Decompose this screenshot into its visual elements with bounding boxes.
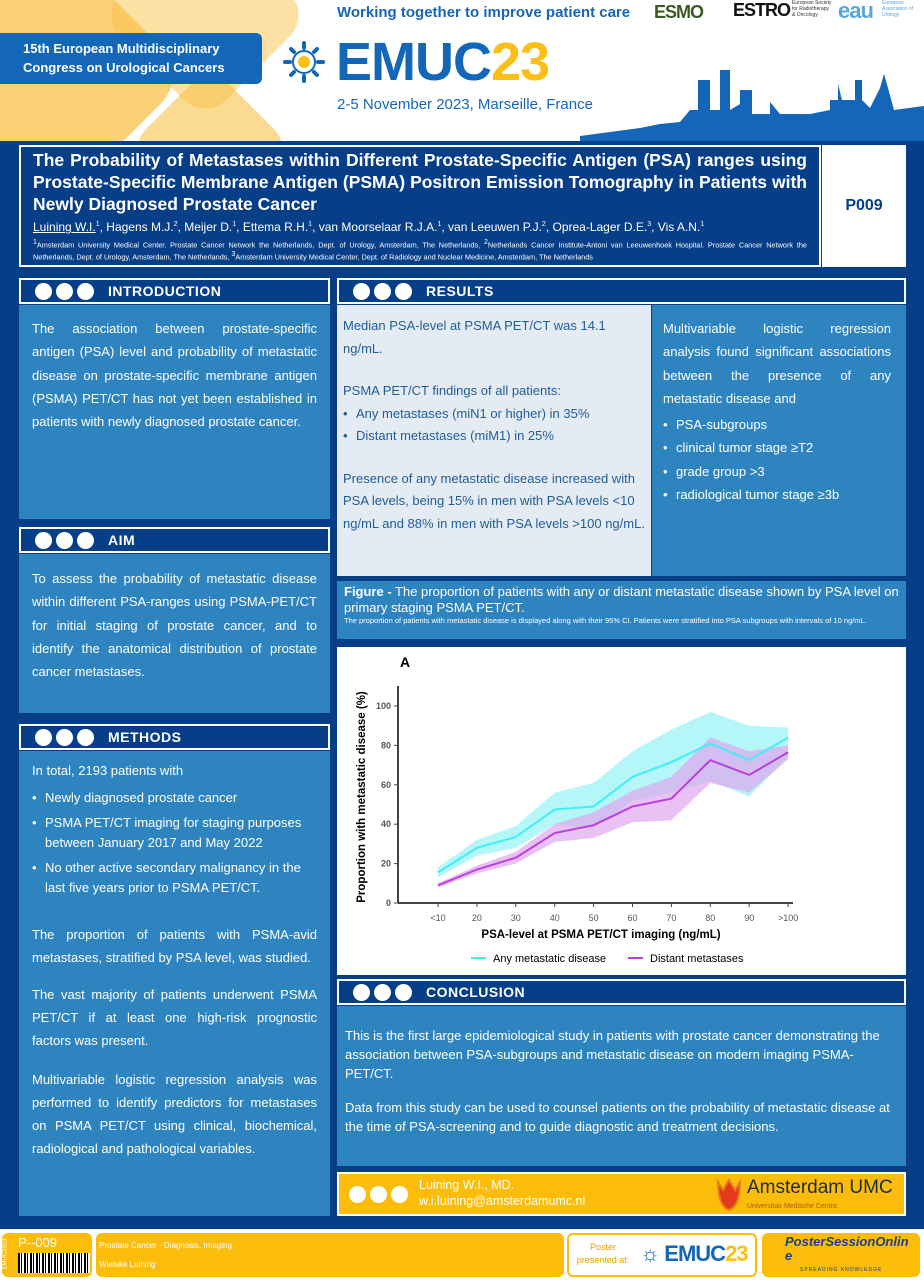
author: Meijer D.1	[184, 220, 237, 234]
congress-name: 15th European Multidisciplinary Congress…	[0, 33, 262, 84]
presenter: Wietske Luining	[99, 1260, 156, 1269]
poster-title: The Probability of Metastases within Dif…	[33, 150, 807, 214]
eau-logo: eau	[838, 0, 874, 23]
contact-bar: Luining W.I., MD. w.i.luining@amsterdamu…	[337, 1172, 906, 1216]
contact-email[interactable]: w.i.luining@amsterdamumc.nl	[419, 1194, 586, 1208]
x-tick-label: 50	[589, 913, 599, 923]
dots-icon	[35, 531, 94, 549]
list-item: PSMA PET/CT imaging for staging purposes…	[32, 813, 317, 852]
dots-icon	[353, 282, 412, 300]
y-axis-label: Proportion with metastatic disease (%)	[356, 691, 368, 903]
y-tick-label: 0	[386, 898, 391, 908]
author: van Leeuwen P.J.2	[448, 220, 546, 234]
x-axis-label: PSA-level at PSMA PET/CT imaging (ng/mL)	[481, 929, 720, 941]
author: Hagens M.J.2	[106, 220, 178, 234]
x-tick-label: 20	[472, 913, 482, 923]
list-item: radiological tumor stage ≥3b	[663, 483, 891, 507]
affiliations: 1Amsterdam University Medical Center. Pr…	[33, 239, 807, 262]
conclusion-panel: This is the first large epidemiological …	[337, 1006, 906, 1166]
list-item: grade group >3	[663, 460, 891, 484]
ci-band	[438, 737, 789, 888]
y-tick-label: 100	[376, 701, 391, 711]
contact-name: Luining W.I., MD.	[419, 1178, 515, 1192]
figure-caption: Figure - The proportion of patients with…	[337, 581, 906, 639]
series-line	[437, 751, 789, 887]
x-tick-label: 90	[744, 913, 754, 923]
topic: Prostate Cancer - Diagnosis, Imaging	[99, 1241, 232, 1250]
institution-name: Amsterdam UMC	[747, 1177, 893, 1198]
aim-header: AIM	[19, 527, 330, 553]
poster-header: 15th European Multidisciplinary Congress…	[0, 0, 924, 141]
conclusion-header: CONCLUSION	[337, 979, 906, 1005]
x-tick-label: 30	[511, 913, 521, 923]
list-item: PSA-subgroups	[663, 413, 891, 437]
legend-label: Any metastatic disease	[493, 953, 606, 965]
dots-icon	[353, 983, 412, 1001]
list-item: Any metastases (miN1 or higher) in 35%	[343, 403, 645, 426]
estro-subtitle: European Society for Radiotherapy & Onco…	[792, 0, 832, 18]
emuc-footer-logo: ☼ EMUC23	[640, 1241, 749, 1266]
aim-panel: To assess the probability of metastatic …	[19, 554, 330, 713]
estro-logo: ESTRO	[733, 0, 791, 20]
emuc-logo: EMUC23	[336, 32, 550, 92]
x-tick-label: 70	[666, 913, 676, 923]
barcode	[18, 1253, 90, 1273]
author: Vis A.N.1	[657, 220, 705, 234]
ci-band	[438, 711, 789, 878]
list-item: clinical tumor stage ≥T2	[663, 436, 891, 460]
tagline: Working together to improve patient care	[337, 4, 631, 21]
y-tick-label: 40	[381, 819, 391, 829]
line-chart: A 0 20 40 60 80 100 <10 20 30 40 50 60 70 80 90 >100 PSA-…	[356, 654, 798, 965]
x-tick-label: >100	[778, 913, 798, 923]
list-item: Newly diagnosed prostate cancer	[32, 788, 317, 808]
panel-label: A	[400, 654, 410, 670]
x-tick-label: 80	[705, 913, 715, 923]
methods-header: METHODS	[19, 724, 330, 750]
eau-subtitle: European Association of Urology	[882, 0, 914, 18]
dots-icon	[35, 282, 94, 300]
marseille-skyline	[580, 70, 924, 141]
esmo-logo: ESMO	[654, 2, 704, 22]
x-tick-label: 40	[550, 913, 560, 923]
amsterdam-umc-tulip-icon	[716, 1178, 742, 1212]
title-block: The Probability of Metastases within Dif…	[19, 145, 821, 267]
introduction-header: INTRODUCTION	[19, 278, 330, 304]
y-tick-label: 80	[381, 740, 391, 750]
figure-chart: A 0 20 40 60 80 100 <10 20 30 40 50 60 70 80 90 >100 PSA-…	[337, 647, 906, 975]
poster-code: P--009	[18, 1235, 58, 1250]
author: Luining W.I.1	[33, 220, 100, 234]
dots-icon	[35, 728, 94, 746]
poster-id-box: P009	[822, 145, 906, 267]
list-item: Distant metastases (miM1) in 25%	[343, 425, 645, 448]
y-tick-label: 60	[381, 780, 391, 790]
results-left-panel: Median PSA-level at PSMA PET/CT was 14.1…	[337, 305, 651, 576]
results-right-panel: Multivariable logistic regression analys…	[652, 305, 906, 576]
author: Oprea-Lager D.E.3	[552, 220, 652, 234]
author: van Moorselaar R.J.A.1	[318, 220, 442, 234]
footer: EMUC2023 P--009 Prostate Cancer - Diagno…	[0, 1229, 924, 1280]
author: Ettema R.H.1	[242, 220, 313, 234]
dots-icon	[349, 1186, 408, 1203]
legend-label: Distant metastases	[650, 953, 744, 965]
author-list: Luining W.I.1, Hagens M.J.2, Meijer D.1,…	[33, 220, 705, 234]
emuc-sun-icon	[283, 41, 325, 83]
poster-id: P009	[845, 197, 883, 214]
series-line	[437, 736, 789, 874]
x-tick-label: 60	[627, 913, 637, 923]
y-tick-label: 20	[381, 859, 391, 869]
x-tick-label: <10	[430, 913, 445, 923]
date-place: 2-5 November 2023, Marseille, France	[337, 96, 593, 113]
poster-session-online-logo[interactable]: PosterSessionOnline	[785, 1234, 909, 1263]
introduction-panel: The association between prostate-specifi…	[19, 305, 330, 519]
results-header: RESULTS	[337, 278, 906, 304]
list-item: No other active secondary malignancy in …	[32, 858, 317, 897]
methods-panel: In total, 2193 patients with Newly diagn…	[19, 751, 330, 1216]
institution-subtitle: Universitair Medische Centra	[747, 1203, 837, 1210]
